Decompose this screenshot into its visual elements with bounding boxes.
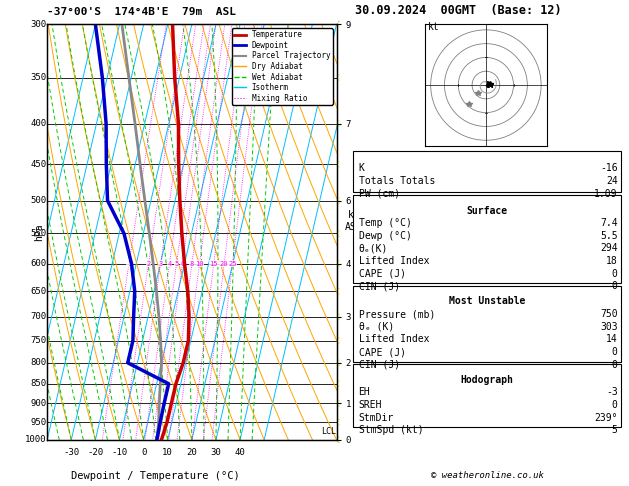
Text: 1.09: 1.09 [594,189,618,199]
Text: Totals Totals: Totals Totals [359,176,435,186]
Text: -16: -16 [600,163,618,174]
Text: 800: 800 [30,358,47,367]
Text: 4: 4 [167,260,172,266]
Text: -37°00'S  174°4B'E  79m  ASL: -37°00'S 174°4B'E 79m ASL [47,7,236,17]
Text: 0: 0 [612,360,618,370]
Text: 850: 850 [30,379,47,388]
Text: 294: 294 [600,243,618,254]
Text: hPa: hPa [34,223,44,241]
Text: 3: 3 [159,260,163,266]
Text: 40: 40 [235,449,245,457]
Text: Most Unstable: Most Unstable [449,296,525,307]
Text: 750: 750 [30,336,47,345]
Text: EH: EH [359,387,370,398]
Text: 14: 14 [606,334,618,345]
Text: -3: -3 [606,387,618,398]
Text: 30.09.2024  00GMT  (Base: 12): 30.09.2024 00GMT (Base: 12) [355,4,562,17]
Text: 0: 0 [612,400,618,410]
Text: Surface: Surface [467,206,508,216]
Text: 950: 950 [30,417,47,427]
Text: LCL: LCL [321,427,336,435]
Text: 7.4: 7.4 [600,218,618,228]
Text: 5: 5 [612,425,618,435]
Text: 15: 15 [209,260,218,266]
Text: Hodograph: Hodograph [460,375,514,385]
Text: θₑ(K): θₑ(K) [359,243,388,254]
Text: θₑ (K): θₑ (K) [359,322,394,332]
Text: 650: 650 [30,287,47,295]
Text: StmDir: StmDir [359,413,394,423]
Text: 2: 2 [147,260,150,266]
Text: 500: 500 [30,196,47,205]
Text: K: K [359,163,364,174]
Text: 5: 5 [174,260,179,266]
Text: Lifted Index: Lifted Index [359,256,429,266]
Text: 700: 700 [30,312,47,321]
Text: 1: 1 [127,260,131,266]
Text: -30: -30 [64,449,79,457]
Text: Dewpoint / Temperature (°C): Dewpoint / Temperature (°C) [71,471,240,481]
Text: 550: 550 [30,229,47,238]
Text: CIN (J): CIN (J) [359,281,399,292]
Text: 900: 900 [30,399,47,408]
Text: 400: 400 [30,119,47,128]
Text: 450: 450 [30,160,47,169]
Text: CAPE (J): CAPE (J) [359,269,406,279]
Text: Dewp (°C): Dewp (°C) [359,231,411,241]
Text: kt: kt [428,22,440,32]
Text: Lifted Index: Lifted Index [359,334,429,345]
Legend: Temperature, Dewpoint, Parcel Trajectory, Dry Adiabat, Wet Adiabat, Isotherm, Mi: Temperature, Dewpoint, Parcel Trajectory… [232,28,333,105]
Text: 20: 20 [186,449,198,457]
Text: StmSpd (kt): StmSpd (kt) [359,425,423,435]
Text: 24: 24 [606,176,618,186]
Text: 350: 350 [30,73,47,82]
Text: -20: -20 [87,449,103,457]
Text: 10: 10 [195,260,204,266]
Text: 8: 8 [190,260,194,266]
Text: 0: 0 [612,281,618,292]
Text: 300: 300 [30,20,47,29]
Text: CAPE (J): CAPE (J) [359,347,406,357]
Text: 30: 30 [211,449,221,457]
Text: 5.5: 5.5 [600,231,618,241]
Text: 10: 10 [162,449,173,457]
Text: 1000: 1000 [25,435,47,444]
Text: 25: 25 [228,260,237,266]
Text: PW (cm): PW (cm) [359,189,399,199]
Text: 239°: 239° [594,413,618,423]
Text: SREH: SREH [359,400,382,410]
Y-axis label: km
ASL: km ASL [345,210,362,232]
Text: 600: 600 [30,259,47,268]
Text: 20: 20 [220,260,228,266]
Text: Pressure (mb): Pressure (mb) [359,309,435,319]
Text: 0: 0 [612,269,618,279]
Text: 0: 0 [141,449,147,457]
Text: 18: 18 [606,256,618,266]
Text: Temp (°C): Temp (°C) [359,218,411,228]
Text: © weatheronline.co.uk: © weatheronline.co.uk [431,471,544,480]
Text: 6: 6 [181,260,184,266]
Text: CIN (J): CIN (J) [359,360,399,370]
Text: 303: 303 [600,322,618,332]
Text: -10: -10 [111,449,128,457]
Text: 750: 750 [600,309,618,319]
Text: 0: 0 [612,347,618,357]
